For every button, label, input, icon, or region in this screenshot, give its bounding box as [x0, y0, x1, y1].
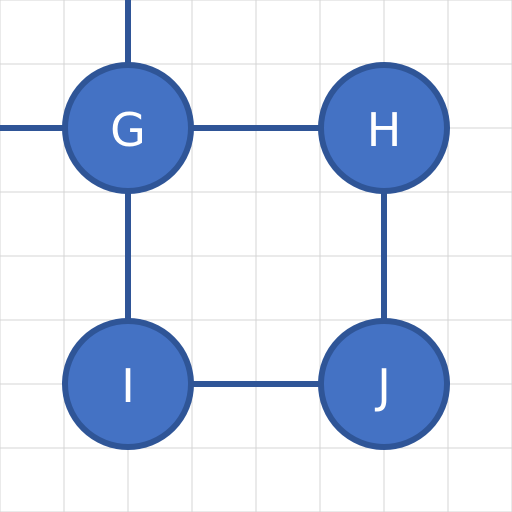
node-g[interactable]: G [62, 62, 194, 194]
node-i[interactable]: I [62, 318, 194, 450]
node-i-circle [62, 318, 194, 450]
node-h-label: H [367, 103, 402, 157]
node-g-circle [62, 62, 194, 194]
node-g-label: G [110, 103, 146, 157]
node-j-circle [318, 318, 450, 450]
nodes-layer: G H I J [62, 62, 450, 450]
node-h[interactable]: H [318, 62, 450, 194]
node-j-label: J [374, 359, 391, 413]
node-i-label: I [121, 359, 135, 413]
node-h-circle [318, 62, 450, 194]
node-j[interactable]: J [318, 318, 450, 450]
